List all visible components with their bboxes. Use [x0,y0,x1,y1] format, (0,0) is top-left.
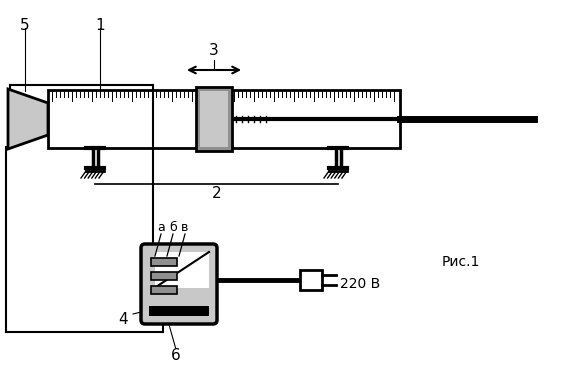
Bar [300,271,322,290]
Bar [151,286,177,294]
Text: 220 В: 220 В [340,277,380,291]
Bar [149,306,209,316]
FancyBboxPatch shape [141,244,217,324]
Bar [196,87,232,151]
Bar [48,90,400,148]
Text: 3: 3 [209,43,219,58]
Text: Рис.1: Рис.1 [442,255,481,269]
Text: в: в [181,221,189,234]
Text: а: а [157,221,165,234]
Text: 1: 1 [95,18,105,33]
Text: 6: 6 [171,348,180,363]
Text: 4: 4 [118,312,128,327]
Text: 5: 5 [20,18,30,33]
Polygon shape [8,89,48,149]
Text: 2: 2 [212,186,221,201]
Bar [200,91,228,147]
Text: б: б [169,221,177,234]
Polygon shape [155,252,209,288]
Bar [151,272,177,280]
Bar [151,258,177,266]
